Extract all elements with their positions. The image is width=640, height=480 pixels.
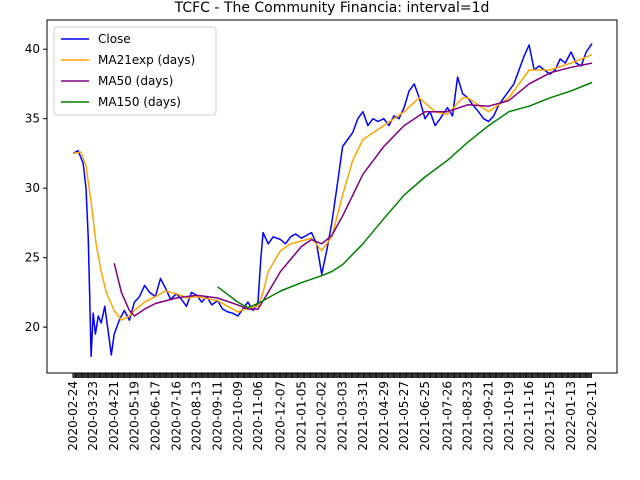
- x-tick-label: 2020-11-06: [251, 381, 265, 451]
- x-tick-label: 2020-03-23: [86, 381, 100, 451]
- legend-frame: [53, 26, 217, 116]
- x-tick-label: 2020-02-24: [66, 381, 80, 451]
- x-tick-label: 2022-02-11: [585, 381, 599, 451]
- x-tick-label: 2021-09-21: [482, 381, 496, 451]
- y-tick-label: 40: [25, 42, 40, 56]
- x-tick-label: 2020-10-09: [231, 381, 245, 451]
- x-tick-label: 2021-02-02: [315, 381, 329, 451]
- y-tick-label: 30: [25, 181, 40, 195]
- legend: Close MA21exp (days) MA50 (days) MA150 (day…: [53, 26, 217, 116]
- x-tick-label: 2021-07-26: [440, 381, 454, 451]
- series-line-3: [217, 81, 593, 309]
- x-axis: 2020-02-24 2020-03-23 2020-04-21 2020-05-19…: [66, 373, 599, 451]
- x-tick-label: 2020-12-07: [274, 381, 288, 451]
- series-line-2: [113, 62, 593, 317]
- x-tick-label: 2021-05-27: [397, 381, 411, 451]
- x-tick-label: 2021-01-05: [294, 381, 308, 451]
- y-axis: 20 25 30 35 40: [25, 42, 47, 334]
- y-tick-label: 35: [25, 112, 40, 126]
- x-tick-label: 2021-10-19: [502, 381, 516, 451]
- x-tick-label: 2020-08-13: [190, 381, 204, 451]
- x-tick-label: 2021-04-29: [377, 381, 391, 451]
- x-tick-label: 2021-03-03: [336, 381, 350, 451]
- plot-lines: [72, 43, 593, 358]
- legend-entry-label: MA21exp (days): [98, 53, 195, 67]
- chart-title: TCFC - The Community Financia: interval=…: [174, 0, 490, 16]
- x-tick-label: 2020-07-16: [169, 381, 183, 451]
- x-tick-label: 2020-04-21: [107, 381, 121, 451]
- legend-entry-label: Close: [98, 32, 131, 46]
- y-tick-label: 20: [25, 320, 40, 334]
- x-tick-label: 2021-03-31: [356, 381, 370, 451]
- x-tick-label: 2020-05-19: [127, 381, 141, 451]
- x-tick-label: 2021-11-16: [522, 381, 536, 451]
- x-tick-label: 2020-06-17: [148, 381, 162, 451]
- x-tick-label: 2021-08-23: [461, 381, 475, 451]
- legend-entry-label: MA50 (days): [98, 74, 173, 88]
- legend-entry-label: MA150 (days): [98, 95, 181, 109]
- x-tick-label: 2022-01-13: [564, 381, 578, 451]
- x-tick-label: 2020-09-11: [211, 381, 225, 451]
- x-tick-label: 2021-12-15: [543, 381, 557, 451]
- series-line-1: [72, 54, 593, 321]
- y-tick-label: 25: [25, 251, 40, 265]
- x-tick-label: 2021-06-25: [418, 381, 432, 451]
